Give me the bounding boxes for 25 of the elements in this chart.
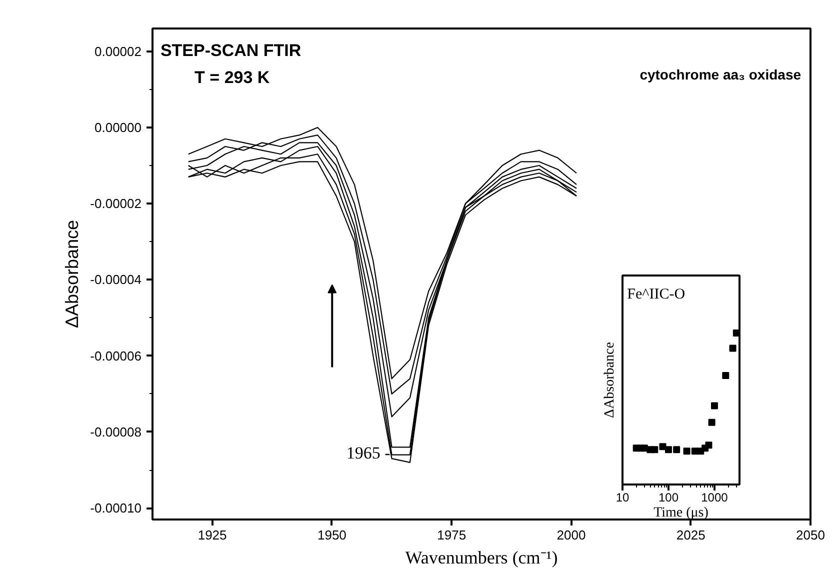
annotation: 1965 - (346, 443, 391, 462)
y-axis-title: ΔAbsorbance (62, 220, 82, 328)
annotation: Fe^IIC-O (627, 286, 686, 302)
y-tick-label: 0.00002 (94, 44, 142, 59)
x-tick-label: 2025 (676, 528, 706, 542)
x-tick-label: 100 (658, 490, 679, 504)
annotation: STEP-SCAN FTIR (160, 41, 302, 60)
x-tick-label: 10 (616, 490, 630, 504)
x-tick-label: 1975 (437, 528, 466, 542)
y-axis-title: ΔAbsorbance (602, 342, 618, 418)
x-tick-label: 1000 (701, 490, 728, 504)
y-tick-label: -0.00004 (90, 272, 142, 288)
y-tick-label: -0.00006 (90, 348, 142, 364)
y-tick-label: -0.00010 (90, 500, 142, 516)
x-tick-label: 1950 (317, 528, 346, 542)
y-tick-label: 0.00000 (94, 120, 142, 135)
y-tick-label: -0.00008 (90, 424, 142, 440)
annotation: T = 293 K (194, 68, 270, 88)
x-axis-title: Time (μs) (654, 506, 709, 520)
x-tick-label: 1925 (198, 528, 227, 542)
annotation: cytochrome aa₃ oxidase (640, 66, 802, 83)
x-tick-label: 2000 (556, 528, 586, 542)
x-tick-label: 2050 (796, 528, 825, 542)
y-tick-label: -0.00002 (90, 196, 142, 212)
x-axis-title: Wavenumbers (cm⁻¹) (405, 548, 558, 568)
